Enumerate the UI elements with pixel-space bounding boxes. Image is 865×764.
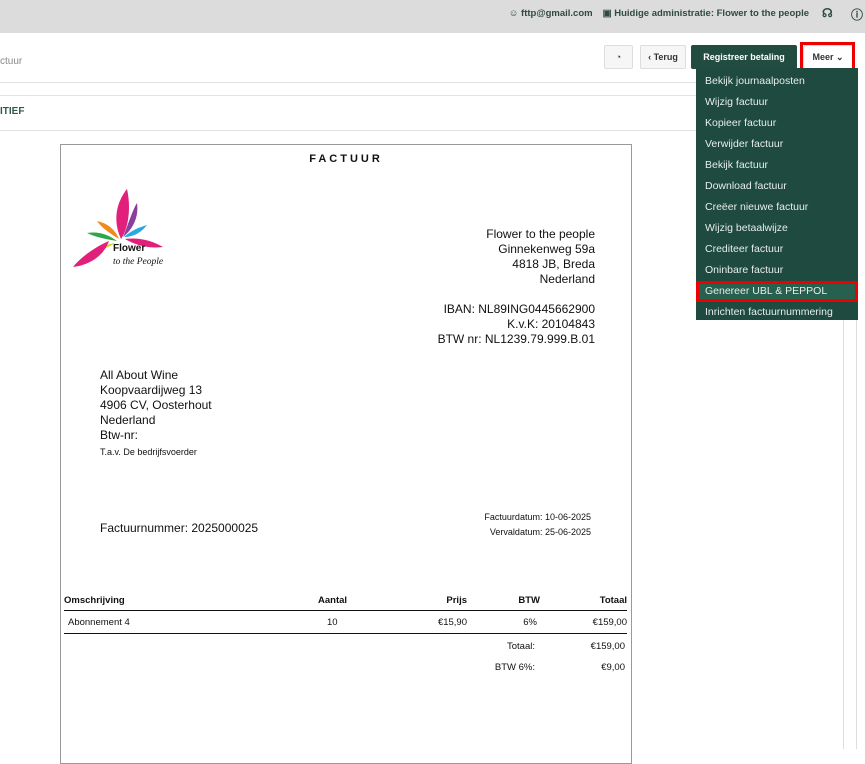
top-bar: ☺ fttp@gmail.com ▣ Huidige administratie…: [0, 0, 865, 33]
headset-icon[interactable]: ☊: [822, 6, 833, 20]
history-button[interactable]: ◔: [604, 45, 633, 69]
recipient-address: All About Wine Koopvaardijweg 13 4906 CV, …: [100, 368, 212, 457]
company-logo: Flower to the People: [71, 187, 171, 272]
chevron-left-icon: ‹: [648, 52, 652, 62]
vat-label: BTW 6%:: [494, 662, 535, 673]
chevron-down-icon: ⌄: [835, 51, 844, 62]
menu-item[interactable]: Wijzig betaalwijze: [705, 222, 788, 234]
history-icon: ◔: [615, 52, 622, 62]
sender-address: Flower to the people Ginnekenweg 59a 4818 …: [486, 227, 595, 286]
more-dropdown-menu: Bekijk journaalposten Wijzig factuur Kopie…: [696, 68, 858, 320]
invoice-number: Factuurnummer: 2025000025: [100, 521, 259, 535]
invoice-title: FACTUUR: [309, 153, 383, 165]
menu-item[interactable]: Inrichten factuurnummering: [705, 306, 833, 318]
divider: [0, 95, 696, 96]
user-icon: ☺: [508, 8, 519, 19]
divider: [0, 130, 696, 131]
table-header: Omschrijving Aantal Prijs BTW Totaal: [64, 595, 627, 611]
menu-item[interactable]: Download factuur: [705, 180, 787, 192]
bank-details: IBAN: NL89ING0445662900 K.v.K: 20104843 BT…: [437, 302, 595, 346]
menu-item[interactable]: Genereer UBL & PEPPOL: [696, 281, 858, 302]
register-payment-button[interactable]: Registreer betaling: [691, 45, 797, 69]
menu-item[interactable]: Verwijder factuur: [705, 138, 784, 150]
menu-item[interactable]: Wijzig factuur: [705, 96, 769, 108]
info-icon[interactable]: ⓘ: [851, 8, 864, 22]
user-account[interactable]: ☺ fttp@gmail.com: [508, 8, 593, 19]
scrollbar[interactable]: [856, 320, 857, 749]
more-button[interactable]: Meer ⌄: [803, 45, 853, 69]
total-value: €159,00: [590, 641, 625, 652]
menu-item[interactable]: Kopieer factuur: [705, 117, 777, 129]
menu-item[interactable]: Creëer nieuwe factuur: [705, 201, 809, 213]
divider: [843, 320, 844, 749]
status-label: ITIEF: [0, 106, 25, 117]
invoice-document: FACTUUR Flower to the People Flower to t…: [60, 144, 632, 764]
breadcrumb[interactable]: ctuur: [0, 56, 23, 67]
menu-item[interactable]: Bekijk journaalposten: [705, 75, 805, 87]
highlight-box: [800, 42, 855, 71]
menu-item[interactable]: Oninbare factuur: [705, 264, 784, 276]
menu-item[interactable]: Bekijk factuur: [705, 159, 769, 171]
briefcase-icon: ▣: [602, 8, 612, 19]
back-button[interactable]: ‹ Terug: [640, 45, 686, 69]
total-label: Totaal:: [507, 641, 535, 652]
top-bar-info: ☺ fttp@gmail.com ▣ Huidige administratie…: [509, 8, 809, 19]
vat-value: €9,00: [601, 662, 625, 673]
table-row: Abonnement 4 10 €15,90 6% €159,00: [64, 611, 627, 634]
administration-selector[interactable]: ▣ Huidige administratie: Flower to the p…: [602, 8, 809, 19]
menu-item[interactable]: Crediteer factuur: [705, 243, 784, 255]
invoice-dates: Factuurdatum: 10-06-2025 Vervaldatum: 25-…: [484, 512, 591, 537]
divider: [0, 82, 696, 83]
